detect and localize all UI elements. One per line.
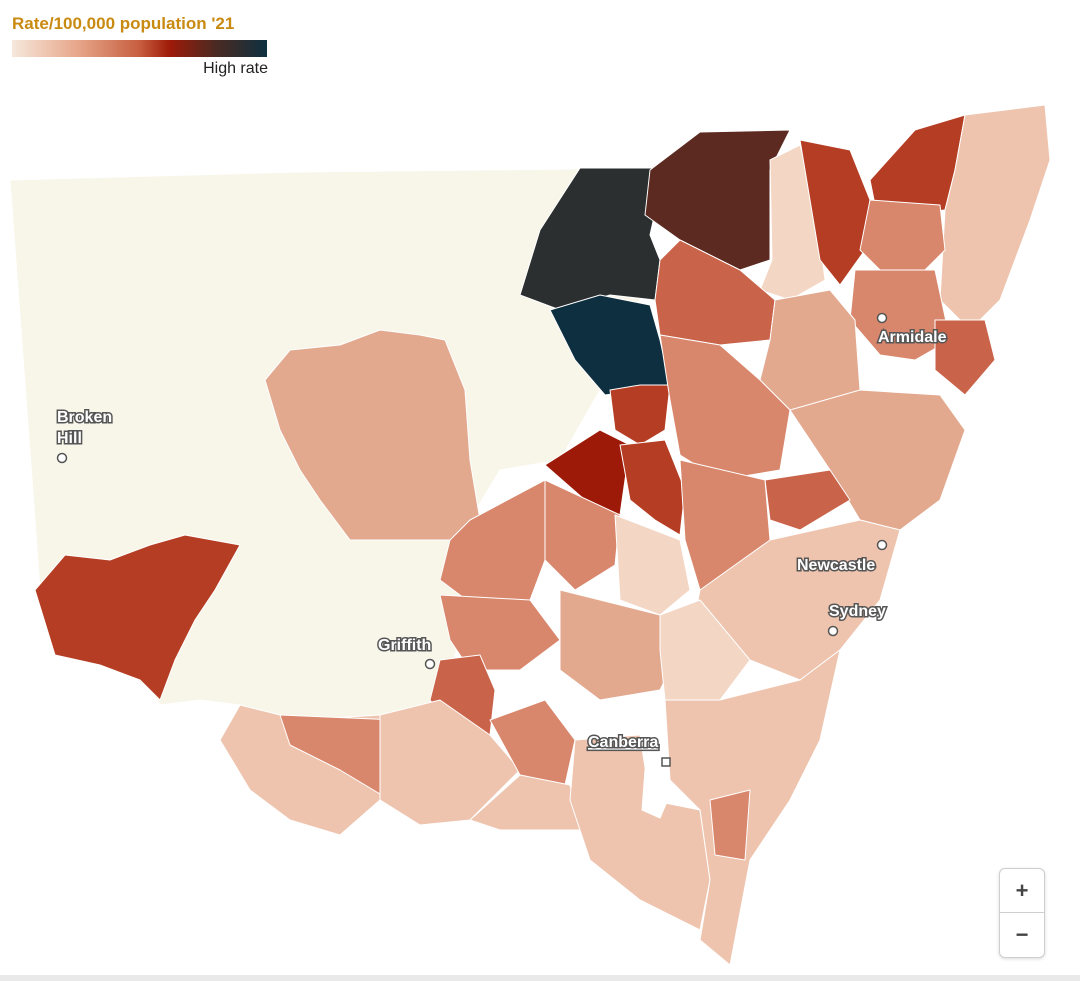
legend-color-scale [12, 40, 267, 57]
region-bourke-high[interactable] [609, 384, 671, 446]
zoom-control: + − [999, 868, 1045, 958]
zoom-out-button[interactable]: − [1000, 912, 1044, 956]
region-murray[interactable] [379, 699, 521, 826]
city-broken-hill[interactable]: Broken Hill [56, 408, 114, 464]
region-south-coast[interactable] [664, 649, 841, 966]
region-deniliquin[interactable] [279, 714, 396, 801]
city-dot [424, 658, 436, 670]
region-wagga[interactable] [489, 699, 576, 786]
region-north-coast[interactable] [939, 104, 1051, 331]
city-label-sydney: Sydney [829, 603, 886, 620]
city-newcastle[interactable]: Newcastle [796, 539, 888, 576]
city-dot [876, 539, 888, 551]
city-label-broken-hill-2: Hill [57, 430, 82, 447]
region-riverina-north[interactable] [439, 594, 561, 671]
region-new-england[interactable] [859, 199, 946, 276]
zoom-in-button[interactable]: + [1015, 877, 1029, 903]
city-griffith[interactable]: Griffith [377, 636, 436, 670]
city-label-broken-hill-1: Broken [57, 409, 112, 426]
legend-title: Rate/100,000 population '21 [12, 14, 235, 33]
region-snowy[interactable] [569, 734, 711, 931]
bottom-scroll-bar[interactable] [0, 975, 1080, 981]
region-north-east-high[interactable] [799, 139, 871, 286]
city-dot [56, 452, 68, 464]
capital-marker [661, 757, 671, 767]
region-cobar-very-high[interactable] [544, 429, 631, 516]
region-hunter-high[interactable] [764, 469, 851, 531]
city-label-griffith: Griffith [378, 637, 431, 654]
city-canberra[interactable]: Canberra [587, 733, 671, 767]
city-sydney[interactable]: Sydney [827, 602, 888, 637]
region-mid-north-coast[interactable] [934, 319, 996, 396]
city-label-canberra: Canberra [588, 734, 658, 751]
region-nyngan-high[interactable] [619, 439, 686, 536]
region-north-dark-brown[interactable] [644, 129, 791, 271]
city-label-newcastle: Newcastle [797, 557, 875, 574]
legend-high-label: High rate [203, 60, 268, 77]
region-south-coast-mid[interactable] [709, 789, 751, 861]
city-dot [876, 312, 888, 324]
region-tamworth[interactable] [659, 334, 791, 481]
legend: Rate/100,000 population '21 High rate [12, 14, 268, 78]
city-dot [827, 625, 839, 637]
region-central-light[interactable] [614, 514, 691, 616]
region-south-west[interactable] [34, 534, 241, 701]
city-label-armidale: Armidale [878, 329, 947, 346]
city-armidale[interactable]: Armidale [876, 312, 948, 348]
